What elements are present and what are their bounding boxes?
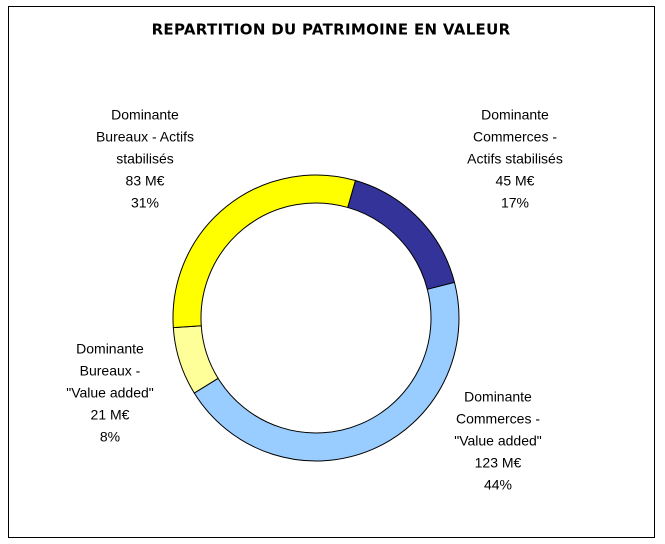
value-label: 21 M€ <box>91 407 130 423</box>
segment-label: stabilisés <box>116 151 174 167</box>
segment-label: Dominante <box>464 389 532 405</box>
segment-label: Actifs stabilisés <box>467 151 563 167</box>
segment-label: Dominante <box>481 107 549 123</box>
chart-title: REPARTITION DU PATRIMOINE EN VALEUR <box>152 21 511 39</box>
segment-label: "Value added" <box>454 433 542 449</box>
segment-label: Dominante <box>111 107 179 123</box>
percent-label: 8% <box>100 429 120 445</box>
segment-label: Commerces - <box>473 129 557 145</box>
donut-segment <box>172 174 357 329</box>
value-label: 123 M€ <box>475 455 522 471</box>
percent-label: 31% <box>131 195 159 211</box>
percent-label: 44% <box>484 477 512 493</box>
segment-label: Commerces - <box>456 411 540 427</box>
segment-label: "Value added" <box>66 385 154 401</box>
value-label: 45 M€ <box>496 173 535 189</box>
segment-label: Dominante <box>76 341 144 357</box>
value-label: 83 M€ <box>126 173 165 189</box>
segment-label: Bureaux - <box>80 363 141 379</box>
percent-label: 17% <box>501 195 529 211</box>
segment-label: Bureaux - Actifs <box>96 129 194 145</box>
